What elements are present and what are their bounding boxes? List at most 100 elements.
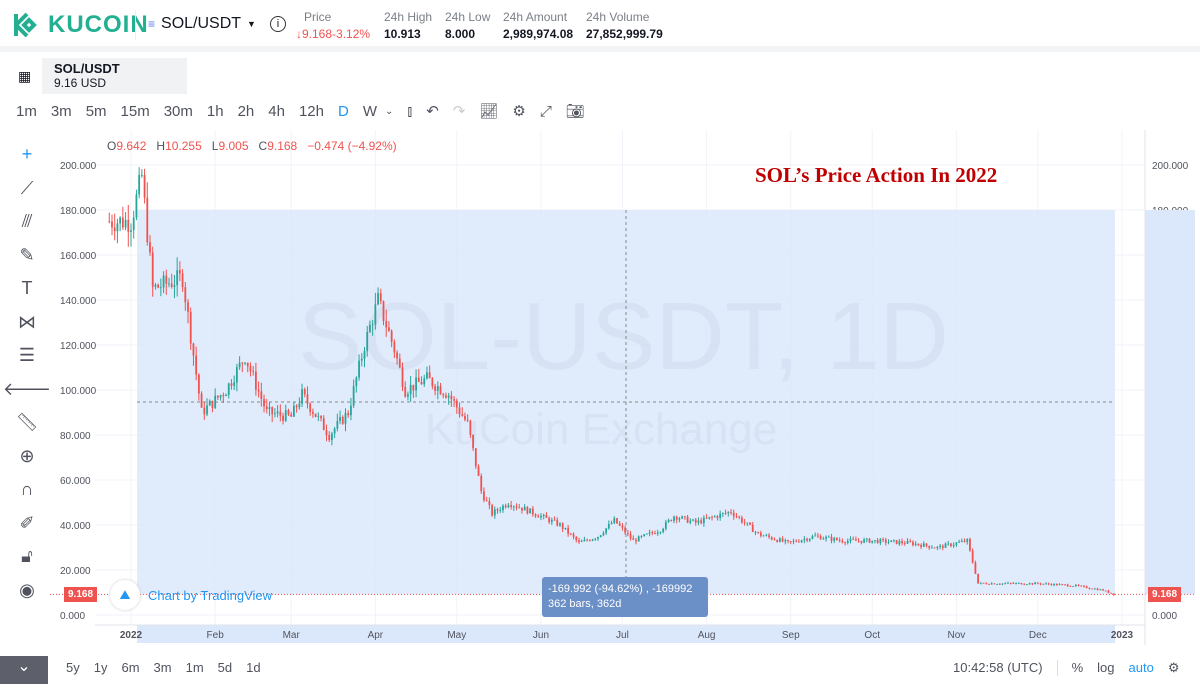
- timeframe-5m[interactable]: 5m: [85, 102, 107, 120]
- candle-body: [602, 533, 605, 536]
- time-axis-label: 2022: [120, 630, 143, 641]
- timeframe-1h[interactable]: 1h: [206, 102, 224, 120]
- price-axis-label: 160.000: [60, 251, 97, 262]
- candle-body: [903, 543, 906, 544]
- kucoin-logo[interactable]: KUCOIN: [12, 10, 149, 40]
- timeframe-D[interactable]: D: [338, 102, 349, 120]
- log-toggle[interactable]: log: [1097, 660, 1115, 675]
- pattern-icon[interactable]: ⋈: [18, 311, 36, 332]
- timeframe-4h[interactable]: 4h: [268, 102, 285, 120]
- tradingview-attribution[interactable]: ⛰ Chart by TradingView: [110, 580, 272, 610]
- screenshot-icon[interactable]: 📷︎: [565, 103, 585, 120]
- candle-body: [855, 539, 857, 541]
- redo-icon[interactable]: ↷: [452, 103, 466, 120]
- candle-body: [287, 410, 290, 415]
- candle-body: [1061, 584, 1064, 586]
- candle-body: [111, 221, 113, 228]
- price-axis-label: 100.000: [60, 386, 97, 397]
- candle-body: [599, 535, 602, 538]
- candle-body: [450, 395, 453, 400]
- timeframe-W[interactable]: W: [362, 102, 378, 120]
- candle-body: [254, 371, 257, 390]
- range-1d[interactable]: 1d: [246, 660, 261, 675]
- lock-drawing-icon[interactable]: ✐: [19, 512, 35, 533]
- range-1y[interactable]: 1y: [93, 660, 108, 675]
- magnet-icon[interactable]: ∩: [20, 479, 34, 500]
- candle-body: [1012, 583, 1015, 585]
- candle-body: [597, 537, 599, 539]
- unlock-icon[interactable]: 🔓︎: [21, 546, 33, 567]
- text-icon[interactable]: T: [21, 278, 33, 299]
- candle-body: [358, 360, 360, 378]
- percent-toggle[interactable]: %: [1071, 660, 1084, 675]
- candle-body: [702, 517, 705, 524]
- pair-selector[interactable]: ≡ SOL/USDT ▼ i: [148, 15, 286, 33]
- range-6m[interactable]: 6m: [121, 660, 140, 675]
- fib-icon[interactable]: ⫻: [21, 211, 33, 232]
- indicators-icon[interactable]: 📈︎: [479, 103, 499, 120]
- auto-toggle[interactable]: auto: [1128, 660, 1154, 675]
- candle-body: [656, 532, 659, 534]
- candle-body: [662, 528, 665, 533]
- fullscreen-icon[interactable]: ⤢: [539, 102, 552, 120]
- prediction-icon[interactable]: ☰: [18, 345, 36, 366]
- candle-body: [700, 520, 703, 524]
- more-timeframes-icon[interactable]: ⌄: [385, 105, 394, 117]
- layout-icon[interactable]: ▦: [18, 68, 32, 84]
- timeframe-30m[interactable]: 30m: [163, 102, 193, 120]
- candle-body: [369, 325, 371, 332]
- candle-body: [966, 538, 969, 542]
- candle-body: [1085, 586, 1088, 589]
- brush-icon[interactable]: ✎: [19, 244, 35, 265]
- undo-icon[interactable]: ↶: [426, 103, 439, 120]
- range-5d[interactable]: 5d: [217, 660, 233, 675]
- trend-line-icon[interactable]: ⟋: [20, 177, 34, 198]
- candle-body: [716, 516, 719, 518]
- timeframe-12h[interactable]: 12h: [298, 102, 324, 120]
- range-3m[interactable]: 3m: [153, 660, 172, 675]
- info-icon[interactable]: i: [269, 16, 286, 32]
- settings-icon[interactable]: ⚙: [1167, 660, 1180, 675]
- collapse-toolbar-button[interactable]: ⌄: [0, 656, 48, 684]
- candle-body: [216, 395, 219, 398]
- candle-body: [730, 511, 732, 513]
- eye-icon[interactable]: ◉: [19, 579, 35, 600]
- candle-body: [936, 546, 939, 548]
- menu-icon: ≡: [148, 17, 156, 31]
- crosshair-icon[interactable]: +: [21, 144, 33, 165]
- candle-body: [499, 510, 502, 512]
- candle-body: [165, 275, 168, 284]
- time-axis-label: Jun: [533, 630, 549, 641]
- timeframe-1m[interactable]: 1m: [16, 102, 37, 120]
- timeframe-2h[interactable]: 2h: [237, 102, 255, 120]
- candle-body: [502, 505, 504, 511]
- candle-body: [108, 221, 111, 223]
- candle-body: [564, 527, 567, 529]
- candle-body: [811, 536, 814, 539]
- low-stat: 24h Low 8.000: [445, 10, 491, 41]
- bottom-right-controls: 10:42:58 (UTC) % log auto ⚙: [953, 660, 1179, 676]
- candle-body: [225, 394, 227, 397]
- range-5y[interactable]: 5y: [66, 660, 80, 675]
- candle-body: [762, 535, 765, 537]
- candle-body: [222, 395, 225, 397]
- settings-icon[interactable]: ⚙: [512, 103, 526, 120]
- candle-body: [371, 324, 374, 326]
- price-axis-label: 20.000: [60, 566, 91, 577]
- candle-body: [944, 543, 947, 548]
- symbol-tab[interactable]: SOL/USDT 9.16 USD: [42, 58, 187, 94]
- ruler-icon[interactable]: 📏︎: [15, 412, 39, 433]
- back-arrow-icon[interactable]: 🡐: [2, 378, 52, 399]
- candle-body: [379, 293, 382, 302]
- candle-body: [540, 515, 542, 518]
- candle-type-icon[interactable]: ⫾: [407, 102, 413, 120]
- zoom-in-icon[interactable]: ⊕: [19, 445, 35, 466]
- timeframe-3m[interactable]: 3m: [50, 102, 72, 120]
- candle-body: [874, 540, 876, 541]
- candle-body: [203, 407, 206, 415]
- candle-body: [977, 573, 980, 584]
- candle-body: [1053, 583, 1056, 586]
- timeframe-15m[interactable]: 15m: [120, 102, 150, 120]
- range-1m[interactable]: 1m: [185, 660, 204, 675]
